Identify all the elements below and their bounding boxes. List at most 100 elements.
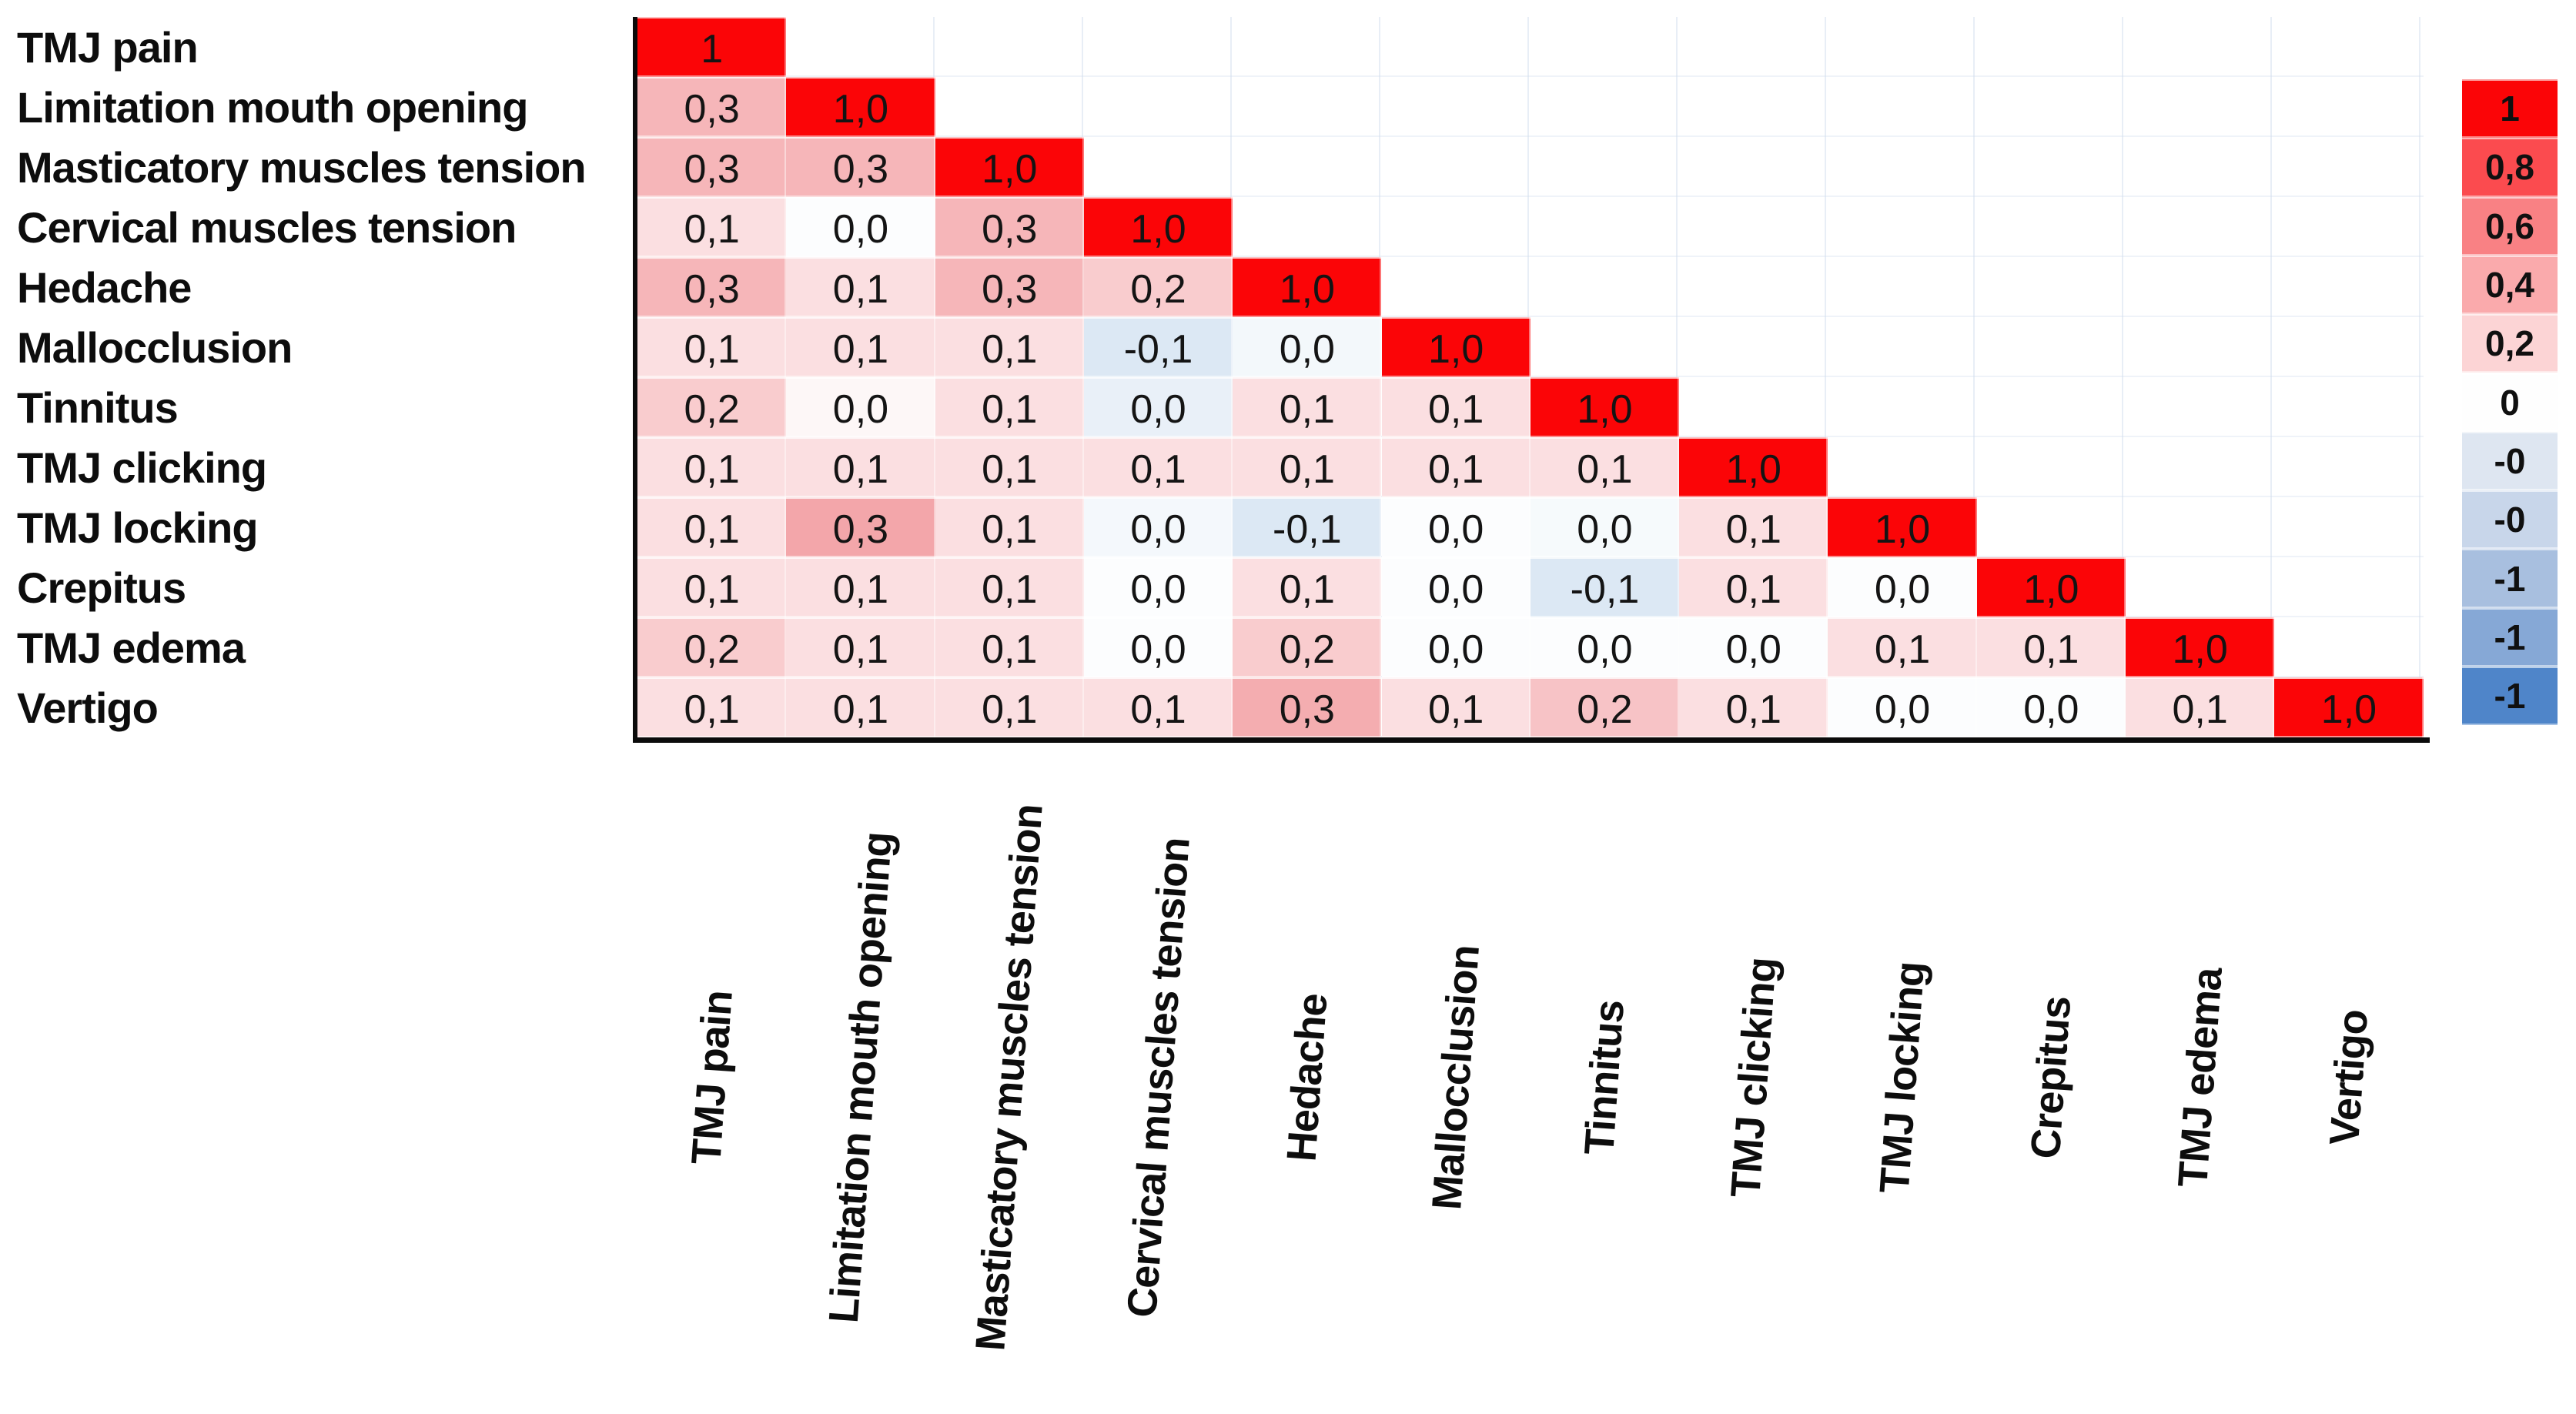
matrix-cell: 0,1: [1679, 557, 1828, 617]
matrix-cell: 1,0: [786, 77, 935, 137]
matrix-cell: 0,2: [1530, 677, 1680, 737]
cell-value: 1,0: [1874, 507, 1931, 552]
matrix-cell: 0,1: [786, 677, 935, 737]
matrix-cell: 0,1: [935, 557, 1084, 617]
matrix-cell: 0,1: [1233, 377, 1382, 437]
legend-entry: 0: [2462, 373, 2558, 432]
legend-entry-label: -0: [2494, 440, 2526, 481]
matrix-cell: 0,3: [935, 257, 1084, 317]
cell-value: 0,0: [2023, 687, 2079, 732]
column-label: Vertigo: [2320, 1008, 2377, 1147]
column-label: Hedache: [1278, 992, 1337, 1163]
matrix-cell: 1,0: [1828, 497, 1977, 557]
cell-value: 0,1: [1279, 387, 1335, 432]
row-label: TMJ clicking: [17, 443, 267, 492]
cell-value: 0,1: [684, 687, 740, 732]
matrix-cell: 0,1: [1679, 497, 1828, 557]
matrix-cell: 1,0: [2126, 617, 2275, 677]
matrix-cell: 0,0: [786, 377, 935, 437]
matrix-cell: 0,1: [935, 497, 1084, 557]
matrix-cell: 0,1: [1828, 617, 1977, 677]
cell-value: 1: [701, 27, 724, 72]
matrix-cell: 0,0: [1083, 557, 1233, 617]
matrix-cell: 0,1: [637, 317, 787, 377]
cell-value: 0,1: [684, 447, 740, 492]
matrix-cell: 0,1: [1233, 557, 1382, 617]
matrix-cell: 0,3: [637, 137, 787, 197]
cell-value: 0,1: [832, 567, 889, 612]
matrix-cell: 0,1: [1233, 437, 1382, 497]
cell-value: 1,0: [1279, 267, 1335, 312]
cell-value: 0,0: [832, 387, 889, 432]
cell-value: 0,0: [1130, 387, 1186, 432]
cell-value: 1,0: [1130, 207, 1186, 252]
cell-value: 0,1: [1725, 507, 1781, 552]
matrix-cell: 0,2: [637, 377, 787, 437]
cell-value: 0,1: [1874, 627, 1931, 672]
cell-value: 0,2: [1130, 267, 1186, 312]
cell-value: 0,2: [684, 627, 740, 672]
cell-value: 1,0: [2172, 627, 2228, 672]
matrix-cell: 0,0: [1828, 557, 1977, 617]
cell-value: 0,0: [1874, 567, 1931, 612]
column-label: TMJ clicking: [1721, 956, 1785, 1199]
legend-entry: 0,2: [2462, 314, 2558, 373]
row-label: Masticatory muscles tension: [17, 142, 587, 192]
cell-value: 0,1: [1130, 687, 1186, 732]
x-axis-line: [633, 737, 2430, 743]
matrix-cell: 0,0: [1381, 557, 1531, 617]
column-label: TMJ locking: [1871, 960, 1934, 1195]
legend-entry-label: 0,8: [2485, 147, 2534, 188]
matrix-cell: 1,0: [1233, 257, 1382, 317]
legend-entry-label: 1: [2500, 89, 2520, 129]
cell-value: 1,0: [1577, 387, 1633, 432]
cell-value: 0,1: [832, 327, 889, 372]
matrix-cell: 0,1: [1083, 437, 1233, 497]
cell-value: 0,1: [1428, 387, 1484, 432]
column-label: Limitation mouth opening: [820, 831, 902, 1325]
cell-value: 1,0: [2320, 687, 2377, 732]
cell-value: 0,0: [1428, 627, 1484, 672]
legend-entry: -0: [2462, 490, 2558, 550]
legend-entry: 1: [2462, 79, 2558, 139]
cell-value: 0,0: [1577, 627, 1633, 672]
legend-entry-label: -1: [2494, 617, 2526, 657]
legend-entry: 0,4: [2462, 255, 2558, 315]
matrix-cell: 0,3: [637, 77, 787, 137]
column-label: Mallocclusion: [1423, 944, 1489, 1212]
matrix-cell: 0,2: [1083, 257, 1233, 317]
row-label: Limitation mouth opening: [17, 82, 528, 132]
cell-value: 0,1: [1428, 447, 1484, 492]
column-label: Crepitus: [2022, 994, 2080, 1161]
cell-value: 0,3: [1279, 687, 1335, 732]
matrix-cell: 0,1: [1530, 437, 1680, 497]
matrix-cell: 0,0: [1381, 497, 1531, 557]
matrix-cell: 0,3: [935, 197, 1084, 257]
cell-value: 0,1: [1725, 567, 1781, 612]
cell-value: 0,1: [684, 507, 740, 552]
matrix-cell: 1,0: [2274, 677, 2424, 737]
cell-value: -0,1: [1273, 507, 1342, 552]
column-label: TMJ edema: [2169, 966, 2231, 1189]
cell-value: 0,0: [1577, 507, 1633, 552]
cell-value: 0,1: [1279, 447, 1335, 492]
cell-value: 0,0: [1279, 327, 1335, 372]
matrix-cell: 0,0: [1530, 617, 1680, 677]
cell-value: 0,1: [982, 627, 1038, 672]
legend-entry-label: -1: [2494, 676, 2526, 717]
matrix-cell: 0,1: [637, 677, 787, 737]
cell-value: 0,1: [982, 447, 1038, 492]
matrix-cell: 0,0: [1083, 377, 1233, 437]
row-label: Crepitus: [17, 563, 186, 612]
cell-value: 0,3: [684, 267, 740, 312]
matrix-cell: 0,0: [1381, 617, 1531, 677]
cell-value: 0,1: [982, 687, 1038, 732]
matrix-cell: -0,1: [1530, 557, 1680, 617]
legend-entry-label: -1: [2494, 558, 2526, 599]
cell-value: 0,1: [684, 207, 740, 252]
row-label: Mallocclusion: [17, 323, 293, 372]
cell-value: 1,0: [832, 87, 889, 132]
matrix-cell: 0,3: [786, 137, 935, 197]
cell-value: 0,0: [1130, 567, 1186, 612]
